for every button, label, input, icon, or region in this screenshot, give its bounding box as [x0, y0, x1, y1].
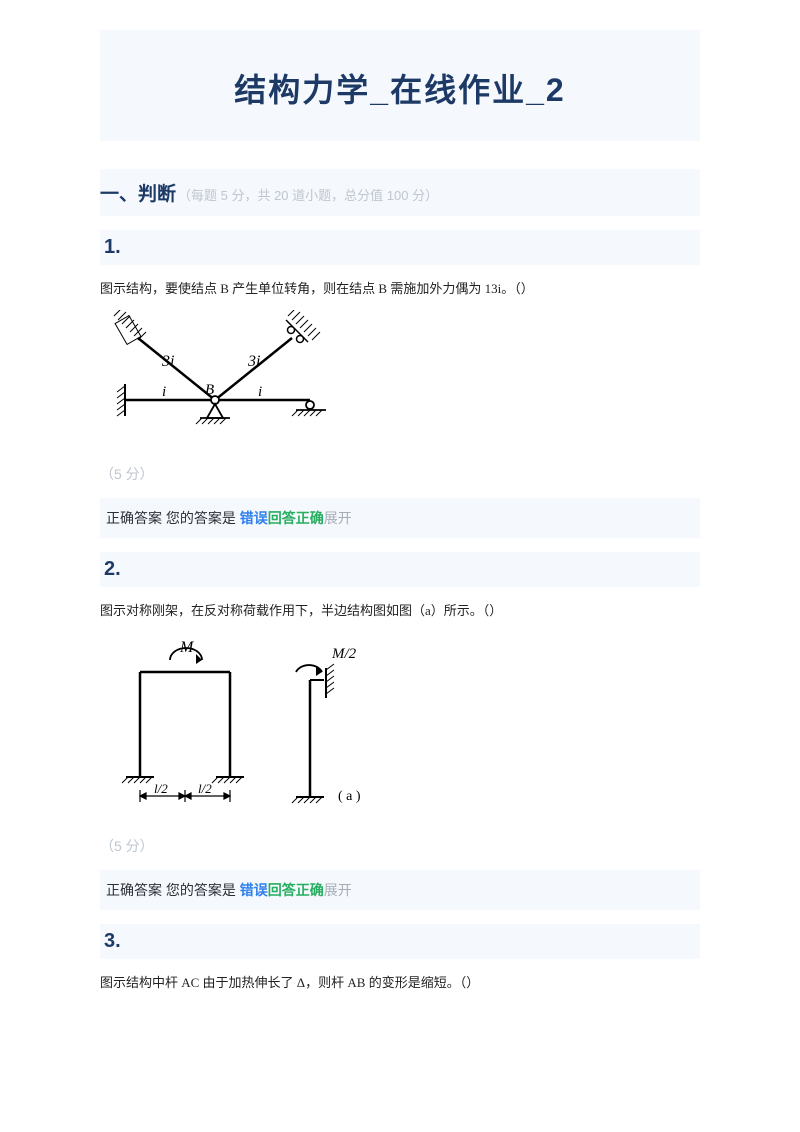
- answer-ok: 回答正确: [268, 882, 324, 898]
- figure-q1: 3i 3i i i B: [100, 310, 700, 450]
- answer-row: 正确答案 您的答案是 错误回答正确展开: [100, 870, 700, 910]
- section-title: 一、判断: [100, 184, 176, 205]
- label-a: ( a ): [338, 789, 361, 804]
- label-i-left: i: [162, 384, 166, 400]
- frame-svg: M: [100, 632, 395, 817]
- question-number: 3.: [100, 924, 700, 959]
- expand-toggle[interactable]: 展开: [324, 510, 352, 526]
- question-number: 2.: [100, 552, 700, 587]
- label-3i-left: 3i: [161, 353, 174, 370]
- answer-wrong[interactable]: 错误: [240, 882, 268, 898]
- question-text: 图示结构，要使结点 B 产生单位转角，则在结点 B 需施加外力偶为 13i。（）: [100, 279, 700, 300]
- question-text: 图示对称刚架，在反对称荷载作用下，半边结构图如图（a）所示。（）: [100, 601, 700, 622]
- page-root: 结构力学_在线作业_2 一、判断（每题 5 分，共 20 道小题，总分值 100…: [0, 0, 800, 1043]
- truss-svg: 3i 3i i i B: [100, 310, 335, 445]
- label-lhalf-2: l/2: [198, 781, 212, 796]
- label-Mhalf: M/2: [331, 646, 357, 662]
- answer-label: 正确答案 您的答案是: [106, 882, 236, 898]
- label-3i-right: 3i: [247, 353, 260, 370]
- question-text: 图示结构中杆 AC 由于加热伸长了 Δ，则杆 AB 的变形是缩短。（）: [100, 973, 700, 994]
- section-subtitle: （每题 5 分，共 20 道小题，总分值 100 分）: [178, 188, 438, 203]
- points-label: （5 分）: [100, 464, 700, 484]
- answer-ok: 回答正确: [268, 510, 324, 526]
- question-number: 1.: [100, 230, 700, 265]
- label-M: M: [179, 639, 195, 656]
- label-B: B: [205, 382, 214, 398]
- figure-q2: M: [100, 632, 700, 822]
- page-title: 结构力学_在线作业_2: [100, 65, 700, 111]
- section-header: 一、判断（每题 5 分，共 20 道小题，总分值 100 分）: [100, 169, 700, 216]
- expand-toggle[interactable]: 展开: [324, 882, 352, 898]
- answer-label: 正确答案 您的答案是: [106, 510, 236, 526]
- label-lhalf-1: l/2: [154, 781, 168, 796]
- points-label: （5 分）: [100, 836, 700, 856]
- answer-row: 正确答案 您的答案是 错误回答正确展开: [100, 498, 700, 538]
- answer-wrong[interactable]: 错误: [240, 510, 268, 526]
- label-i-right: i: [258, 384, 262, 400]
- title-block: 结构力学_在线作业_2: [100, 30, 700, 141]
